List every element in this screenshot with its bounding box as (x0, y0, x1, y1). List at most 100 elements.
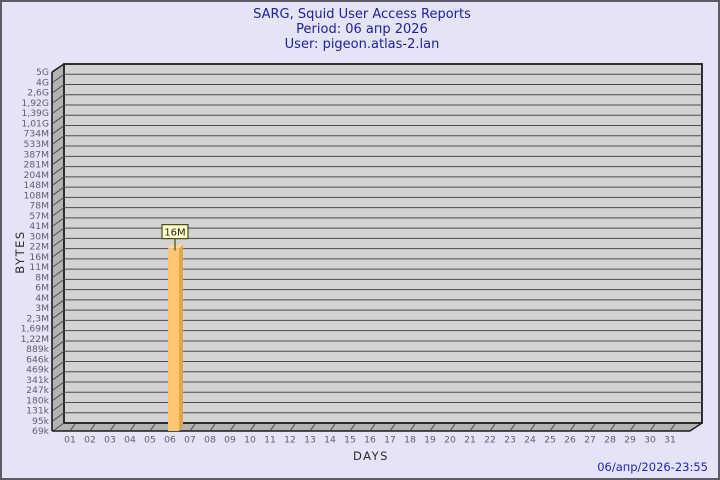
y-axis-tick-label: 5G (36, 67, 49, 78)
x-axis-tick-label: 13 (304, 435, 316, 446)
report-period: Period: 06 апр 2026 (296, 22, 428, 37)
x-axis-tick-label: 15 (344, 435, 356, 446)
x-axis-tick-label: 12 (284, 435, 296, 446)
x-tick (409, 423, 416, 432)
x-tick (669, 423, 676, 432)
x-tick (229, 423, 236, 432)
y-axis-tick-label: 204M (24, 170, 50, 181)
y-axis-tick-label: 1,22M (21, 334, 49, 345)
y-axis-tick-label: 22M (29, 242, 49, 253)
report-title: SARG, Squid User Access Reports (253, 7, 471, 22)
x-tick (289, 423, 296, 432)
chart-left-wall (52, 64, 64, 431)
y-tick (52, 340, 65, 350)
y-axis-tick-label: 281M (24, 160, 50, 171)
y-axis-tick-label: 57M (29, 211, 49, 222)
y-tick (52, 196, 65, 206)
x-tick (429, 423, 436, 432)
y-tick (52, 412, 65, 422)
x-axis-tick-label: 27 (584, 435, 596, 446)
report-user: User: pigeon.atlas-2.lan (284, 37, 440, 52)
x-axis-tick-label: 26 (564, 435, 576, 446)
y-tick (52, 309, 65, 319)
x-axis-tick-label: 25 (544, 435, 556, 446)
y-axis-tick-label: 30M (29, 231, 49, 242)
x-tick (609, 423, 616, 432)
y-axis-tick-label: 4M (35, 293, 49, 304)
report-title-block: SARG, Squid User Access Reports Period: … (2, 7, 718, 52)
y-axis-title: BYTES (13, 230, 27, 273)
plot-area (63, 63, 703, 424)
y-tick (52, 84, 65, 93)
y-axis-tick-label: 1,01G (21, 118, 49, 129)
y-axis-tick-label: 4G (36, 77, 49, 88)
y-axis-tick-label: 131k (26, 406, 50, 417)
x-tick (329, 423, 336, 432)
x-axis-tick-label: 04 (124, 435, 136, 446)
x-tick (629, 423, 636, 432)
x-tick (249, 423, 256, 432)
y-tick (52, 371, 65, 381)
x-axis-tick-label: 30 (644, 435, 656, 446)
x-axis-tick-label: 17 (384, 435, 396, 446)
y-axis-tick-label: 1,69M (21, 324, 49, 335)
y-axis-tick-label: 533M (24, 139, 50, 150)
x-axis-title: DAYS (353, 449, 389, 463)
y-axis-tick-label: 180k (26, 395, 50, 406)
x-axis-tick-label: 23 (504, 435, 516, 446)
bar-value-label: 16M (164, 228, 185, 239)
x-tick (189, 423, 196, 432)
y-tick (52, 104, 65, 114)
y-axis-tick-label: 148M (24, 180, 50, 191)
x-axis-tick-label: 16 (364, 435, 376, 446)
y-tick (52, 125, 65, 134)
y-tick (52, 145, 65, 155)
x-tick (269, 423, 276, 432)
x-axis-tick-label: 22 (484, 435, 496, 446)
y-axis-tick-label: 1,92G (21, 98, 49, 109)
y-axis-tick-label: 41M (29, 221, 49, 232)
y-tick (52, 330, 65, 340)
y-tick (52, 217, 65, 227)
x-axis-tick-label: 11 (264, 435, 276, 446)
y-tick (52, 186, 65, 196)
x-tick (589, 423, 596, 432)
x-axis-tick-label: 01 (64, 435, 76, 446)
y-tick (52, 320, 65, 329)
x-axis-tick-label: 07 (184, 435, 196, 446)
y-tick (52, 176, 65, 186)
bar-day-06 (168, 248, 179, 431)
wall-top-edge (51, 63, 65, 73)
y-tick (52, 207, 65, 217)
y-tick (52, 227, 65, 237)
x-axis-tick-label: 24 (524, 435, 536, 446)
y-tick (52, 422, 65, 432)
y-axis-tick-label: 646k (26, 354, 50, 365)
y-tick (52, 237, 65, 247)
chart-floor (52, 423, 702, 431)
x-tick (549, 423, 556, 432)
bar-side-face (179, 244, 183, 431)
y-axis-tick-label: 108M (24, 190, 50, 201)
y-tick (52, 289, 65, 299)
y-axis-tick-label: 341k (26, 375, 50, 386)
y-tick (52, 166, 65, 175)
x-tick (649, 423, 656, 432)
y-axis-tick-label: 387M (24, 149, 50, 160)
y-axis-tick-label: 469k (26, 365, 50, 376)
bar-value-box (161, 224, 189, 240)
x-tick (349, 423, 356, 432)
y-axis-tick-label: 3M (35, 303, 49, 314)
x-tick (389, 423, 396, 432)
y-tick (52, 361, 65, 370)
y-tick (52, 299, 65, 309)
x-axis-tick-label: 28 (604, 435, 616, 446)
y-tick (52, 381, 65, 391)
x-axis-tick-label: 10 (244, 435, 256, 446)
x-tick (529, 423, 536, 432)
y-tick (52, 268, 65, 278)
x-tick (509, 423, 516, 432)
report-timestamp: 06/апр/2026-23:55 (597, 460, 708, 474)
